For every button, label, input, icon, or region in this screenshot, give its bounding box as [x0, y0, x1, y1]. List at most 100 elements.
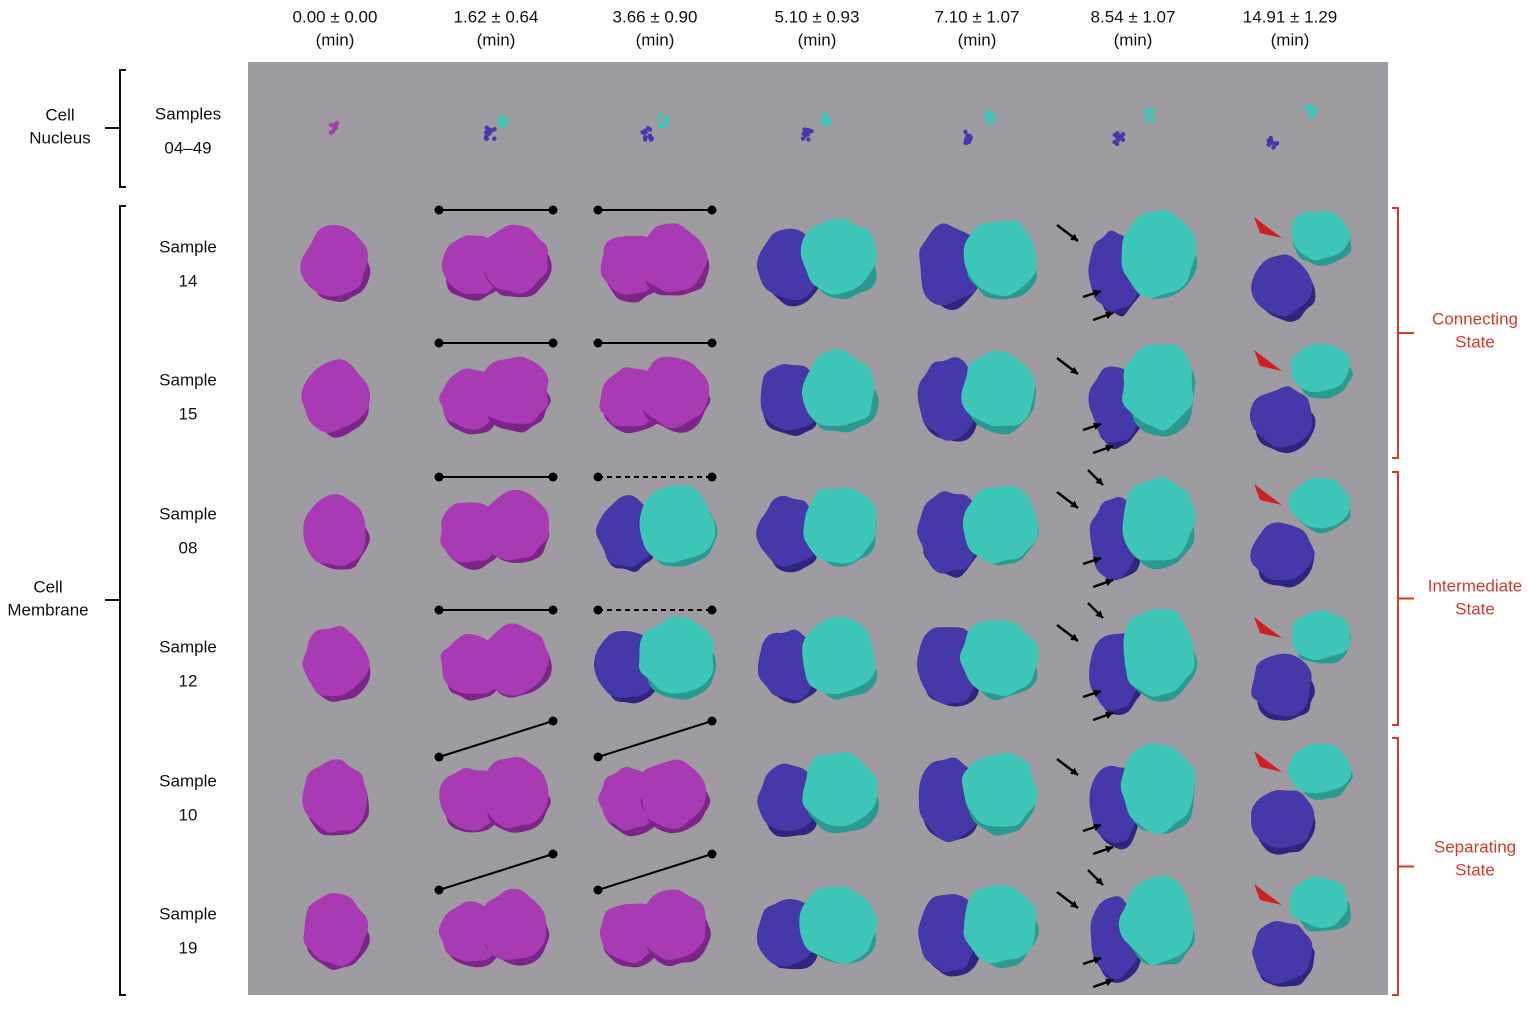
row-id: 12	[179, 671, 198, 690]
cell-lobe	[479, 489, 549, 561]
cell-lobe	[799, 886, 878, 964]
nucleus-dot	[665, 115, 671, 121]
nucleus-dot	[1266, 138, 1271, 143]
connector-end	[548, 849, 558, 859]
nucleus-dot	[825, 115, 831, 121]
cell-lobe	[961, 752, 1038, 827]
cell-lobe	[1289, 876, 1348, 929]
cell-lobe	[917, 357, 982, 441]
arrow-head	[1070, 366, 1078, 374]
arrow-head	[1095, 477, 1103, 485]
row-id: 04–49	[164, 138, 211, 157]
cell-lobe	[638, 889, 706, 960]
column-time: 5.10 ± 0.93	[775, 7, 860, 26]
cell-lobe	[480, 888, 547, 960]
nucleus-dot	[821, 121, 827, 126]
column-unit: (min)	[798, 30, 837, 49]
nucleus-dot	[1312, 107, 1318, 112]
connector-end	[434, 338, 444, 348]
cell-lobe	[638, 356, 710, 429]
cell	[302, 759, 368, 833]
cell-lobe	[1251, 789, 1315, 849]
cell-lobe	[1123, 608, 1195, 697]
cell-lobe	[1120, 743, 1196, 834]
connector-end	[548, 716, 558, 726]
connector-end	[707, 605, 717, 615]
connector-end	[593, 885, 603, 895]
nucleus-dot	[645, 126, 651, 131]
nucleus-dot	[1120, 137, 1126, 143]
nucleus-dot	[805, 132, 810, 137]
nucleus-dot	[1304, 107, 1309, 112]
cell-lobe	[1250, 522, 1315, 581]
arrow-head	[1093, 689, 1101, 697]
column-time: 3.66 ± 0.90	[613, 7, 698, 26]
nucleus-dot	[1274, 141, 1280, 146]
nucleus-dot	[640, 130, 645, 135]
arrow-head	[1105, 578, 1113, 586]
column-unit: (min)	[1114, 30, 1153, 49]
connector-end	[434, 205, 444, 215]
nucleus-dot	[1307, 114, 1312, 120]
cell-lobe	[1287, 743, 1352, 793]
cell-lobe	[917, 627, 979, 705]
cell	[301, 359, 371, 433]
cell-lobe	[1121, 210, 1197, 298]
connector-end	[548, 338, 558, 348]
cell-lobe	[637, 223, 708, 293]
arrow-head	[1105, 978, 1113, 986]
cell-lobe	[1118, 875, 1194, 966]
connector-end	[593, 472, 603, 482]
cell-lobe	[1291, 211, 1352, 261]
row-label: Sample	[159, 637, 217, 656]
state-label: Separating	[1434, 837, 1516, 856]
nucleus-dot	[966, 138, 971, 143]
state-bracket	[1392, 471, 1414, 726]
nucleus-dot	[825, 121, 831, 127]
cell-lobe	[1292, 610, 1351, 661]
cell-lobe	[757, 763, 820, 831]
nucleus-dot	[1116, 137, 1121, 142]
connector	[597, 720, 713, 758]
state-label: Intermediate	[1428, 576, 1523, 595]
row-label: Sample	[159, 504, 217, 523]
nucleus-dot	[334, 121, 339, 127]
connector-end	[548, 205, 558, 215]
nucleus-dot	[1115, 131, 1120, 136]
nucleus-dot	[985, 117, 990, 123]
nucleus-dot	[330, 129, 336, 134]
cell-lobe	[639, 759, 706, 829]
column-unit: (min)	[958, 30, 997, 49]
cell-lobe	[961, 350, 1036, 427]
nucleus-dot	[500, 123, 505, 129]
cell-lobe	[1290, 343, 1351, 393]
cell-lobe	[595, 495, 656, 568]
nucleus-dot	[486, 129, 491, 134]
row-id: 10	[179, 805, 198, 824]
connector-end	[548, 472, 558, 482]
cell-lobe	[800, 218, 878, 295]
nucleus-dot	[505, 117, 510, 123]
cell-lobe	[959, 620, 1039, 697]
connector-end	[707, 472, 717, 482]
cell-lobe	[1251, 653, 1312, 717]
state-label: Connecting	[1432, 309, 1518, 328]
column-time: 0.00 ± 0.00	[293, 7, 378, 26]
nucleus-dot	[1151, 117, 1156, 123]
row-id: 19	[179, 938, 198, 957]
column-unit: (min)	[636, 30, 675, 49]
arrow-head	[1095, 610, 1103, 618]
cell-lobe	[917, 491, 981, 574]
row-label: Sample	[159, 237, 217, 256]
state-bracket	[1392, 207, 1414, 459]
state-label: State	[1455, 332, 1495, 351]
connector-end	[707, 849, 717, 859]
group-label: Nucleus	[29, 128, 90, 147]
nucleus-dot	[500, 119, 505, 124]
column-time: 7.10 ± 1.07	[935, 7, 1020, 26]
cell-lobe	[479, 224, 548, 294]
cell-lobe	[802, 616, 876, 695]
arrow-head	[1105, 444, 1113, 452]
nucleus-dot	[1146, 117, 1151, 123]
